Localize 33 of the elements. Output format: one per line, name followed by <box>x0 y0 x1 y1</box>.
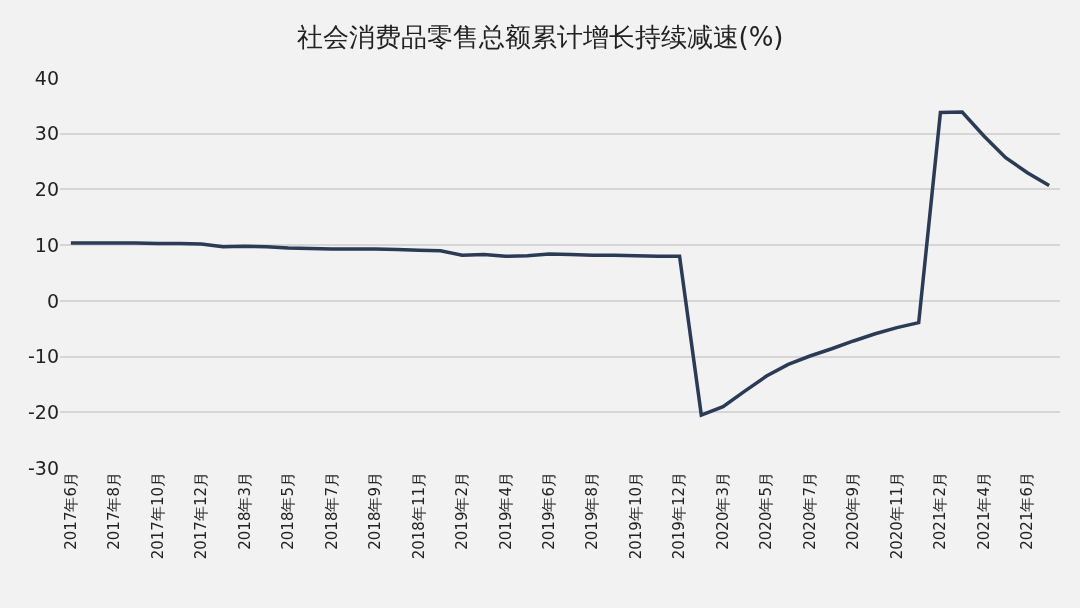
x-tick-label: 2018年5月 <box>279 472 298 550</box>
y-tick-label: 10 <box>34 233 59 256</box>
y-tick-label: 0 <box>46 289 59 312</box>
x-tick-label: 2021年2月 <box>931 472 950 550</box>
y-tick-label: 30 <box>34 122 59 145</box>
x-tick-label: 2020年11月 <box>887 472 906 560</box>
y-tick-label: -30 <box>27 456 59 479</box>
y-tick-label: -10 <box>27 345 59 368</box>
x-tick-label: 2020年3月 <box>713 472 732 550</box>
x-tick-label: 2017年8月 <box>105 472 124 550</box>
x-tick-label: 2017年6月 <box>61 472 80 550</box>
x-tick-label: 2017年12月 <box>192 472 211 560</box>
x-tick-label: 2018年3月 <box>235 472 254 550</box>
y-tick-label: -20 <box>27 400 59 423</box>
y-tick-label: 40 <box>34 66 59 89</box>
x-tick-label: 2019年12月 <box>670 472 689 560</box>
x-tick-label: 2019年8月 <box>583 472 602 550</box>
x-tick-label: 2021年4月 <box>974 472 993 550</box>
x-tick-label: 2018年7月 <box>322 472 341 550</box>
x-tick-label: 2021年6月 <box>1018 472 1037 550</box>
x-tick-label: 2019年4月 <box>496 472 515 550</box>
x-tick-label: 2019年2月 <box>453 472 472 550</box>
x-tick-label: 2020年7月 <box>800 472 819 550</box>
line-series <box>69 110 1051 417</box>
x-tick-label: 2017年10月 <box>148 472 167 560</box>
y-tick-label: 20 <box>34 178 59 201</box>
x-tick-label: 2020年5月 <box>757 472 776 550</box>
chart-title: 社会消费品零售总额累计增长持续减速(%) <box>296 21 784 52</box>
x-tick-label: 2018年9月 <box>366 472 385 550</box>
x-tick-label: 2019年10月 <box>626 472 645 560</box>
x-tick-label: 2018年11月 <box>409 472 428 560</box>
x-tick-label: 2020年9月 <box>844 472 863 550</box>
x-tick-label: 2019年6月 <box>540 472 559 550</box>
